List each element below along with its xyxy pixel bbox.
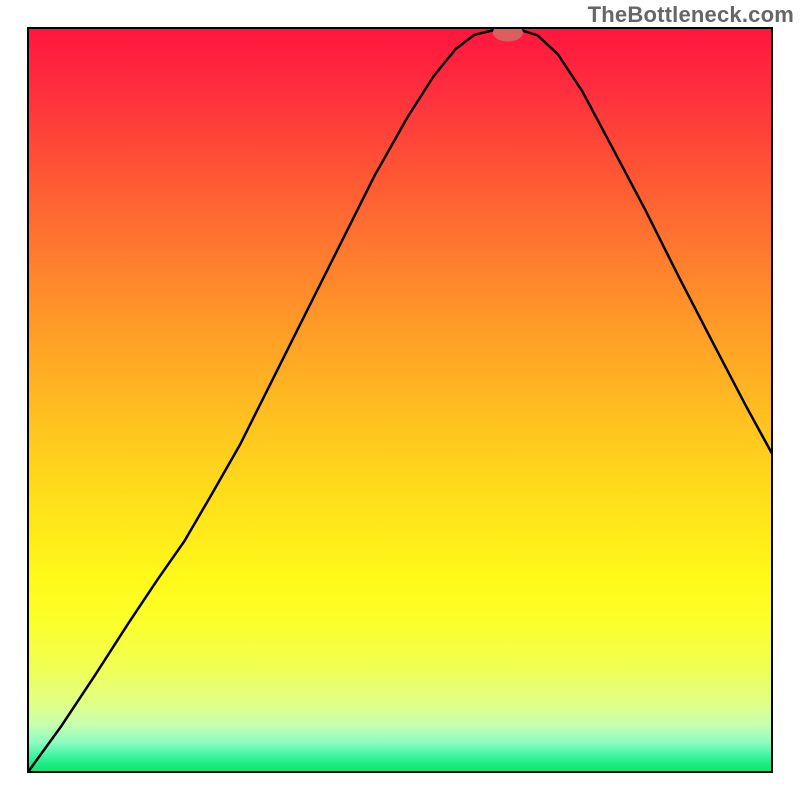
optimal-point-marker — [493, 23, 523, 41]
chart-container: TheBottleneck.com — [0, 0, 800, 800]
bottleneck-curve-chart — [0, 0, 800, 800]
watermark-text: TheBottleneck.com — [588, 2, 794, 28]
plot-background — [28, 28, 772, 772]
